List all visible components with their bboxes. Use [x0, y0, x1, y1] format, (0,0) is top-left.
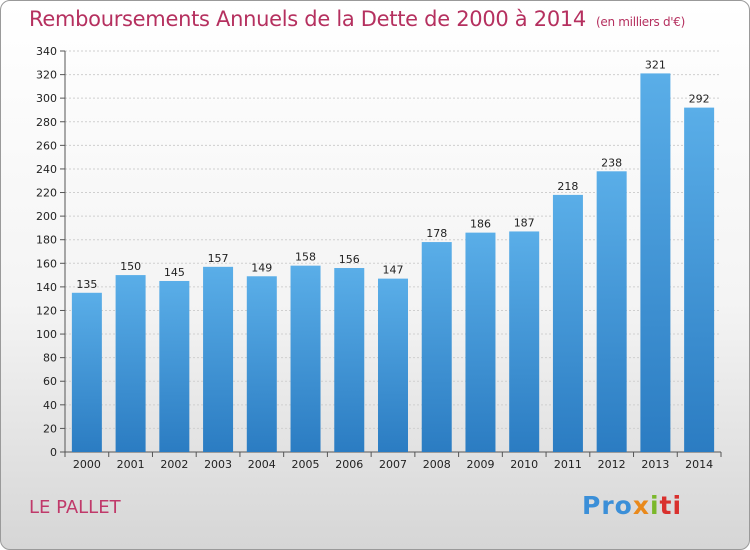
y-tick-label: 140 [36, 281, 57, 294]
bar-2008 [421, 242, 452, 452]
x-tick-label: 2012 [598, 458, 626, 471]
logo-part-2: x [632, 491, 650, 520]
x-tick-label: 2006 [335, 458, 363, 471]
logo-part-3: i [649, 491, 660, 520]
data-label-2004: 149 [251, 261, 272, 274]
y-tick-label: 240 [36, 163, 57, 176]
y-tick-label: 180 [36, 234, 57, 247]
x-tick-label: 2011 [554, 458, 582, 471]
y-tick-label: 40 [43, 399, 57, 412]
y-tick-label: 100 [36, 328, 57, 341]
town-name: LE PALLET [29, 497, 121, 518]
bar-2001 [115, 275, 146, 452]
data-label-2000: 135 [76, 278, 97, 291]
y-tick-label: 160 [36, 257, 57, 270]
data-label-2005: 158 [295, 251, 316, 264]
data-label-2006: 156 [339, 253, 360, 266]
bar-2006 [334, 268, 365, 452]
x-tick-label: 2007 [379, 458, 407, 471]
bar-2013 [640, 73, 671, 453]
x-tick-label: 2009 [466, 458, 494, 471]
y-tick-label: 300 [36, 92, 57, 105]
bar-2014 [684, 107, 715, 453]
y-tick-label: 80 [43, 352, 57, 365]
y-tick-label: 20 [43, 422, 57, 435]
bar-2010 [509, 231, 540, 452]
bar-2012 [596, 171, 627, 453]
y-tick-label: 220 [36, 187, 57, 200]
bar-2002 [159, 280, 190, 452]
bar-2007 [378, 278, 408, 452]
chart-title: Remboursements Annuels de la Dette de 20… [29, 7, 685, 31]
x-tick-label: 2005 [292, 458, 320, 471]
x-tick-label: 2014 [685, 458, 713, 471]
y-tick-label: 0 [50, 446, 57, 459]
chart-title-text: Remboursements Annuels de la Dette de 20… [29, 7, 586, 31]
bar-2000 [71, 292, 102, 452]
x-tick-label: 2000 [73, 458, 101, 471]
data-label-2008: 178 [426, 227, 447, 240]
chart-unit: (en milliers d'€) [596, 15, 686, 29]
x-tick-label: 2010 [510, 458, 538, 471]
data-label-2014: 292 [689, 93, 710, 106]
data-label-2003: 157 [208, 252, 229, 265]
y-tick-label: 340 [36, 45, 57, 58]
x-tick-label: 2004 [248, 458, 276, 471]
x-tick-label: 2002 [160, 458, 188, 471]
bar-2011 [552, 194, 583, 452]
bar-2003 [203, 266, 234, 452]
data-label-2011: 218 [557, 180, 578, 193]
data-label-2010: 187 [514, 216, 535, 229]
data-label-2001: 150 [120, 260, 141, 273]
x-tick-label: 2001 [117, 458, 145, 471]
y-tick-label: 260 [36, 139, 57, 152]
data-label-2002: 145 [164, 266, 185, 279]
y-tick-label: 60 [43, 375, 57, 388]
bar-2005 [290, 265, 321, 452]
logo-part-4: ti [659, 491, 683, 520]
x-tick-label: 2008 [423, 458, 451, 471]
data-label-2007: 147 [383, 264, 404, 277]
logo-part-1: Pro [582, 491, 633, 520]
y-tick-label: 120 [36, 304, 57, 317]
data-label-2013: 321 [645, 58, 666, 71]
x-tick-label: 2013 [641, 458, 669, 471]
data-label-2012: 238 [601, 156, 622, 169]
proxiti-logo: Proxiti [582, 491, 682, 520]
y-tick-label: 280 [36, 116, 57, 129]
y-tick-label: 320 [36, 69, 57, 82]
x-tick-label: 2003 [204, 458, 232, 471]
bar-2009 [465, 232, 496, 452]
bar-2004 [246, 276, 277, 452]
data-label-2009: 186 [470, 218, 491, 231]
y-tick-label: 200 [36, 210, 57, 223]
